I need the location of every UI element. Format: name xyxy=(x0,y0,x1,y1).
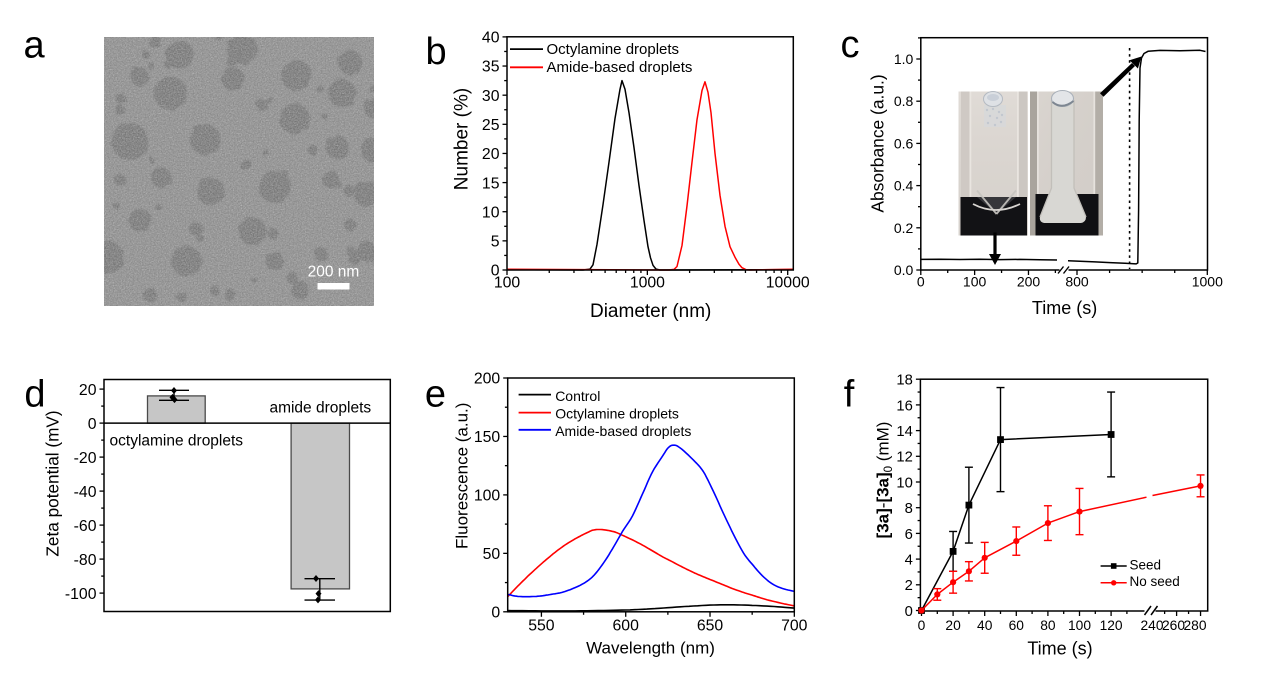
svg-text:200 nm: 200 nm xyxy=(308,264,360,281)
svg-text:Seed: Seed xyxy=(1130,557,1162,572)
svg-text:100: 100 xyxy=(963,274,987,290)
svg-text:35: 35 xyxy=(482,59,500,76)
svg-text:40: 40 xyxy=(977,618,993,633)
svg-text:Time (s): Time (s) xyxy=(1032,298,1097,318)
svg-text:e: e xyxy=(425,374,446,416)
svg-text:100: 100 xyxy=(494,275,521,292)
svg-text:50: 50 xyxy=(483,546,501,563)
svg-text:f: f xyxy=(844,374,855,416)
svg-text:1.0: 1.0 xyxy=(894,51,914,67)
svg-text:80: 80 xyxy=(1040,618,1056,633)
svg-text:Number (%): Number (%) xyxy=(451,88,472,190)
svg-text:120: 120 xyxy=(1100,618,1123,633)
svg-text:Octylamine droplets: Octylamine droplets xyxy=(547,41,680,58)
svg-text:0: 0 xyxy=(491,605,500,622)
svg-text:amide droplets: amide droplets xyxy=(269,399,371,416)
svg-text:c: c xyxy=(841,24,860,66)
svg-text:1000: 1000 xyxy=(630,275,665,292)
svg-text:20: 20 xyxy=(945,618,961,633)
svg-text:Amide-based droplets: Amide-based droplets xyxy=(547,59,693,76)
svg-text:260: 260 xyxy=(1162,618,1185,633)
svg-text:6: 6 xyxy=(905,527,913,543)
svg-text:0.8: 0.8 xyxy=(894,93,914,109)
svg-text:1000: 1000 xyxy=(1192,274,1223,290)
svg-text:0.6: 0.6 xyxy=(894,135,914,151)
svg-text:0: 0 xyxy=(905,604,913,620)
svg-text:No seed: No seed xyxy=(1130,574,1180,589)
svg-text:d: d xyxy=(24,374,45,416)
svg-text:8: 8 xyxy=(905,501,913,517)
svg-text:10: 10 xyxy=(896,475,912,491)
svg-text:[3a]-[3a]0 (mM): [3a]-[3a]0 (mM) xyxy=(873,422,895,539)
svg-text:20: 20 xyxy=(482,146,500,163)
svg-text:0: 0 xyxy=(88,416,97,433)
svg-text:0: 0 xyxy=(918,618,926,633)
svg-text:700: 700 xyxy=(781,617,808,634)
svg-text:2: 2 xyxy=(905,578,913,594)
svg-text:Amide-based droplets: Amide-based droplets xyxy=(555,423,691,439)
svg-text:100: 100 xyxy=(474,488,501,505)
svg-text:12: 12 xyxy=(896,450,912,466)
svg-text:15: 15 xyxy=(482,175,500,192)
svg-text:600: 600 xyxy=(613,617,640,634)
svg-text:40: 40 xyxy=(482,30,500,47)
svg-text:Wavelength (nm): Wavelength (nm) xyxy=(586,638,715,657)
svg-text:150: 150 xyxy=(474,429,501,446)
svg-text:-20: -20 xyxy=(74,450,97,467)
svg-text:0: 0 xyxy=(917,274,925,290)
svg-text:30: 30 xyxy=(482,88,500,105)
svg-text:b: b xyxy=(426,31,447,73)
svg-text:0.0: 0.0 xyxy=(894,262,914,278)
svg-text:Absorbance (a.u.): Absorbance (a.u.) xyxy=(868,74,888,212)
svg-text:-100: -100 xyxy=(65,586,97,603)
svg-text:-80: -80 xyxy=(74,552,97,569)
svg-text:0.4: 0.4 xyxy=(894,178,914,194)
svg-text:Diameter (nm): Diameter (nm) xyxy=(590,301,711,322)
svg-text:20: 20 xyxy=(79,382,97,399)
svg-text:25: 25 xyxy=(482,117,500,134)
svg-text:5: 5 xyxy=(491,234,500,251)
svg-text:octylamine droplets: octylamine droplets xyxy=(110,433,244,450)
svg-text:10000: 10000 xyxy=(766,275,810,292)
svg-text:Zeta potential (mV): Zeta potential (mV) xyxy=(43,410,63,556)
svg-text:Control: Control xyxy=(555,388,600,404)
svg-text:0: 0 xyxy=(491,263,500,280)
svg-text:14: 14 xyxy=(896,424,912,440)
svg-text:200: 200 xyxy=(1017,274,1041,290)
svg-text:4: 4 xyxy=(905,553,913,569)
svg-text:Time (s): Time (s) xyxy=(1027,639,1092,659)
svg-text:240: 240 xyxy=(1140,618,1163,633)
svg-text:16: 16 xyxy=(896,398,912,414)
svg-text:0.2: 0.2 xyxy=(894,220,914,236)
svg-text:Octylamine droplets: Octylamine droplets xyxy=(555,406,679,422)
svg-text:Fluorescence (a.u.): Fluorescence (a.u.) xyxy=(452,403,471,549)
svg-text:10: 10 xyxy=(482,204,500,221)
svg-text:18: 18 xyxy=(896,373,912,389)
svg-text:550: 550 xyxy=(528,617,555,634)
svg-text:800: 800 xyxy=(1065,274,1089,290)
svg-text:280: 280 xyxy=(1183,618,1206,633)
svg-text:-60: -60 xyxy=(74,518,97,535)
svg-text:-40: -40 xyxy=(74,484,97,501)
svg-text:a: a xyxy=(24,25,46,67)
svg-text:200: 200 xyxy=(474,371,501,388)
svg-text:100: 100 xyxy=(1068,618,1091,633)
svg-text:60: 60 xyxy=(1009,618,1025,633)
svg-text:650: 650 xyxy=(697,617,724,634)
